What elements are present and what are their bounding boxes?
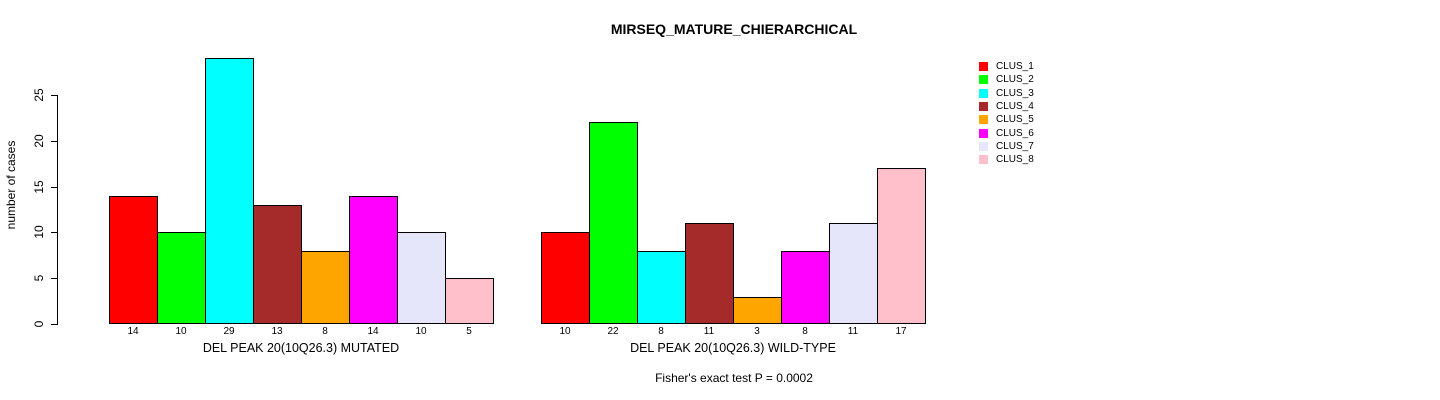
chart-title: MIRSEQ_MATURE_CHIERARCHICAL xyxy=(610,21,858,37)
bar-value-label: 14 xyxy=(127,326,139,337)
bar-value-label: 11 xyxy=(703,326,715,337)
bar-value-label: 14 xyxy=(367,326,379,337)
legend-swatch xyxy=(979,115,988,125)
legend-label: CLUS_7 xyxy=(996,140,1034,152)
bar-value-label: 10 xyxy=(415,326,427,337)
bar-clus_1-group1 xyxy=(109,196,158,324)
bar-value-label: 17 xyxy=(895,326,907,337)
legend-swatch xyxy=(979,155,988,165)
bar-clus_6-group2 xyxy=(781,251,830,324)
legend-swatch xyxy=(979,102,988,112)
y-tick-mark xyxy=(51,324,58,325)
y-tick-mark xyxy=(51,95,58,96)
bar-clus_6-group1 xyxy=(349,196,398,324)
legend-item: CLUS_1 xyxy=(979,60,1034,73)
legend-swatch xyxy=(979,88,988,98)
bar-value-label: 8 xyxy=(658,326,664,337)
x-group-label: DEL PEAK 20(10Q26.3) MUTATED xyxy=(202,341,400,355)
legend-item: CLUS_7 xyxy=(979,140,1034,153)
bar-clus_8-group2 xyxy=(877,168,926,324)
legend-label: CLUS_3 xyxy=(996,87,1034,99)
bar-clus_3-group2 xyxy=(637,251,686,324)
legend-item: CLUS_8 xyxy=(979,153,1034,166)
legend-label: CLUS_2 xyxy=(996,74,1034,86)
legend-item: CLUS_6 xyxy=(979,126,1034,139)
bar-value-label: 13 xyxy=(271,326,283,337)
bar-value-label: 8 xyxy=(802,326,808,337)
legend-label: CLUS_6 xyxy=(996,127,1034,139)
legend-label: CLUS_8 xyxy=(996,154,1034,166)
legend-item: CLUS_3 xyxy=(979,87,1034,100)
legend-swatch xyxy=(979,141,988,151)
bar-value-label: 22 xyxy=(607,326,619,337)
y-tick-mark xyxy=(51,232,58,233)
legend-label: CLUS_5 xyxy=(996,114,1034,126)
annotation-text: Fisher's exact test P = 0.0002 xyxy=(655,371,813,385)
bar-clus_3-group1 xyxy=(205,58,254,324)
legend-swatch xyxy=(979,128,988,138)
bar-clus_7-group2 xyxy=(829,223,878,324)
y-axis-line xyxy=(57,95,58,325)
bar-clus_1-group2 xyxy=(541,232,590,324)
y-tick-label: 20 xyxy=(32,134,46,148)
y-tick-mark xyxy=(51,187,58,188)
x-group-label: DEL PEAK 20(10Q26.3) WILD-TYPE xyxy=(630,341,836,355)
y-tick-label: 5 xyxy=(32,274,46,282)
y-tick-label: 15 xyxy=(32,180,46,194)
bar-value-label: 3 xyxy=(754,326,760,337)
legend-swatch xyxy=(979,75,988,85)
bar-clus_7-group1 xyxy=(397,232,446,324)
bar-clus_2-group2 xyxy=(589,122,638,324)
legend-label: CLUS_4 xyxy=(996,101,1034,113)
legend-item: CLUS_4 xyxy=(979,100,1034,113)
bar-value-label: 8 xyxy=(322,326,328,337)
y-tick-label: 0 xyxy=(32,320,46,328)
bar-clus_8-group1 xyxy=(445,278,494,324)
bar-clus_4-group1 xyxy=(253,205,302,324)
bar-clus_5-group1 xyxy=(301,251,350,324)
legend-swatch xyxy=(979,62,988,72)
bar-value-label: 10 xyxy=(559,326,571,337)
bar-value-label: 11 xyxy=(847,326,859,337)
y-tick-mark xyxy=(51,141,58,142)
y-axis-title: number of cases xyxy=(4,140,18,230)
legend-item: CLUS_2 xyxy=(979,73,1034,86)
legend-item: CLUS_5 xyxy=(979,113,1034,126)
y-tick-label: 10 xyxy=(32,225,46,239)
bar-clus_5-group2 xyxy=(733,297,782,324)
legend-label: CLUS_1 xyxy=(996,61,1034,73)
legend: CLUS_1 CLUS_2 CLUS_3 CLUS_4 CLUS_5 CLUS_6 CLUS… xyxy=(979,60,1034,166)
bar-value-label: 10 xyxy=(175,326,187,337)
bar-value-label: 5 xyxy=(466,326,472,337)
y-tick-label: 25 xyxy=(32,88,46,102)
bar-clus_4-group2 xyxy=(685,223,734,324)
bar-value-label: 29 xyxy=(223,326,235,337)
bar-clus_2-group1 xyxy=(157,232,206,324)
y-tick-mark xyxy=(51,278,58,279)
